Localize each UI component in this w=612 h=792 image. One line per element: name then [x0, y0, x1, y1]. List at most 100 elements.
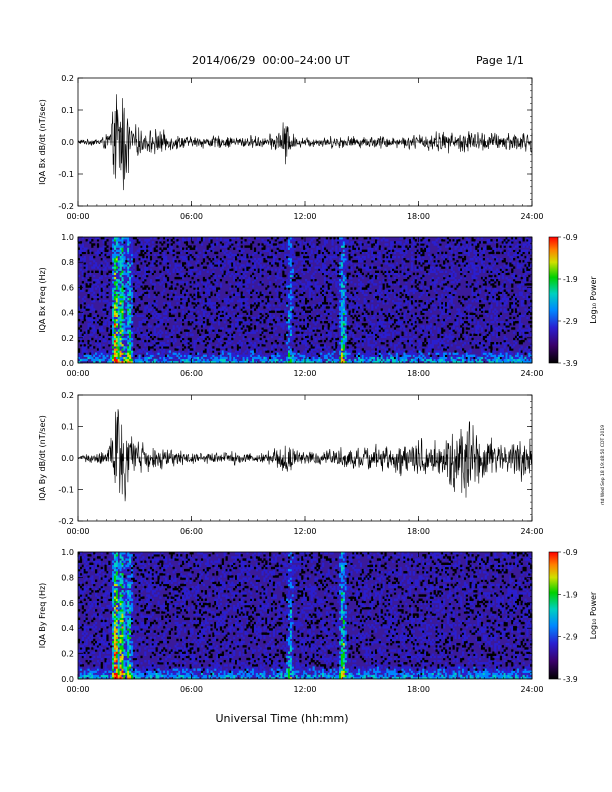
heatmap-cell — [200, 316, 204, 320]
heatmap-cell — [146, 274, 149, 278]
heatmap-cell — [125, 291, 128, 294]
heatmap-cell — [81, 350, 84, 353]
heatmap-cell — [242, 354, 245, 357]
heatmap-cell — [170, 354, 173, 357]
heatmap-cell — [352, 316, 355, 320]
heatmap-cell — [142, 247, 145, 250]
heatmap-cell — [147, 339, 151, 343]
heatmap-cell — [348, 360, 351, 364]
heatmap-cell — [259, 318, 262, 322]
heatmap-cell — [197, 331, 200, 334]
heatmap-cell — [199, 333, 202, 336]
heatmap-cell — [329, 289, 332, 292]
heatmap-cell — [117, 352, 120, 355]
heatmap-cell — [182, 239, 185, 242]
heatmap-cell — [238, 300, 241, 303]
heatmap-cell — [371, 310, 374, 313]
heatmap-cell — [157, 360, 160, 364]
heatmap-cell — [117, 297, 120, 301]
heatmap-cell — [191, 354, 194, 357]
heatmap-cell — [165, 327, 168, 330]
heatmap-cell — [91, 333, 94, 336]
heatmap-cell — [130, 331, 134, 334]
heatmap-cell — [305, 255, 308, 259]
heatmap-cell — [344, 348, 347, 351]
heatmap-cell — [121, 348, 124, 351]
heatmap-cell — [146, 304, 149, 307]
heatmap-cell — [284, 321, 287, 324]
heatmap-cell — [322, 287, 325, 290]
heatmap-cell — [335, 354, 338, 357]
heatmap-cell — [289, 258, 293, 261]
x-tick-label: 12:00 — [293, 212, 316, 221]
heatmap-cell — [363, 260, 366, 263]
heatmap-cell — [374, 331, 378, 334]
heatmap-cell — [316, 249, 319, 252]
heatmap-cell — [206, 348, 209, 351]
heatmap-cell — [289, 237, 293, 240]
heatmap-cell — [295, 323, 298, 326]
heatmap-cell — [350, 262, 353, 265]
heatmap-cell — [253, 302, 257, 305]
heatmap-cell — [191, 255, 194, 259]
heatmap-cell — [282, 260, 285, 263]
heatmap-cell — [286, 318, 289, 322]
heatmap-cell — [280, 314, 283, 318]
heatmap-cell — [127, 354, 130, 357]
heatmap-cell — [113, 344, 117, 347]
heatmap-cell — [255, 321, 259, 324]
heatmap-cell — [182, 337, 185, 341]
heatmap-cell — [301, 291, 304, 294]
heatmap-cell — [79, 304, 83, 307]
heatmap-cell — [193, 247, 196, 250]
heatmap-cell — [295, 316, 298, 320]
heatmap-cell — [331, 266, 334, 269]
heatmap-cell — [183, 342, 187, 345]
heatmap-cell — [121, 308, 124, 311]
heatmap-cell — [197, 255, 200, 259]
heatmap-cell — [386, 239, 389, 242]
heatmap-cell — [346, 297, 349, 301]
heatmap-cell — [320, 352, 323, 355]
heatmap-cell — [221, 270, 224, 273]
heatmap-cell — [153, 329, 156, 332]
heatmap-cell — [278, 260, 281, 263]
heatmap-cell — [112, 316, 115, 320]
heatmap-cell — [276, 287, 279, 290]
heatmap-cell — [210, 348, 213, 351]
heatmap-cell — [238, 348, 241, 351]
heatmap-cell — [172, 314, 175, 318]
heatmap-cell — [132, 266, 136, 269]
heatmap-cell — [155, 316, 158, 320]
heatmap-cell — [367, 304, 370, 307]
heatmap-cell — [344, 241, 347, 244]
heatmap-cell — [127, 245, 130, 248]
heatmap-cell — [289, 293, 293, 297]
heatmap-cell — [138, 249, 141, 252]
heatmap-cell — [306, 356, 310, 360]
heatmap-cell — [316, 358, 319, 362]
heatmap-cell — [91, 350, 94, 353]
heatmap-cell — [276, 291, 279, 294]
heatmap-cell — [269, 241, 272, 244]
heatmap-cell — [130, 297, 134, 301]
heatmap-cell — [182, 266, 185, 269]
heatmap-cell — [112, 308, 115, 311]
heatmap-cell — [248, 337, 251, 341]
heatmap-cell — [276, 323, 279, 326]
heatmap-cell — [388, 352, 391, 355]
heatmap-cell — [104, 243, 107, 246]
heatmap-cell — [163, 241, 166, 244]
heatmap-cell — [204, 346, 207, 349]
heatmap-cell — [125, 245, 128, 248]
heatmap-cell — [165, 358, 168, 362]
heatmap-cell — [104, 283, 107, 286]
heatmap-cell — [91, 258, 94, 261]
heatmap-cell — [287, 300, 291, 303]
heatmap-cell — [342, 268, 346, 271]
heatmap-cell — [102, 291, 105, 294]
heatmap-cell — [306, 258, 310, 261]
heatmap-cell — [223, 270, 226, 273]
heatmap-cell — [151, 352, 154, 355]
heatmap-cell — [382, 331, 385, 334]
